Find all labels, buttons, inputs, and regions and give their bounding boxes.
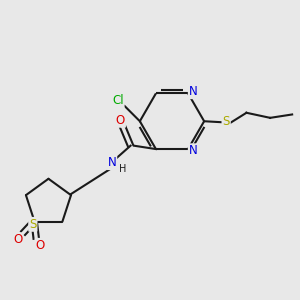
Text: N: N bbox=[189, 144, 197, 157]
Text: N: N bbox=[108, 156, 116, 169]
Text: O: O bbox=[116, 114, 125, 127]
Text: S: S bbox=[29, 218, 37, 231]
Text: S: S bbox=[223, 115, 230, 128]
Text: N: N bbox=[189, 85, 197, 98]
Text: O: O bbox=[13, 233, 22, 246]
Text: O: O bbox=[36, 239, 45, 252]
Text: Cl: Cl bbox=[112, 94, 124, 107]
Text: H: H bbox=[119, 164, 126, 174]
